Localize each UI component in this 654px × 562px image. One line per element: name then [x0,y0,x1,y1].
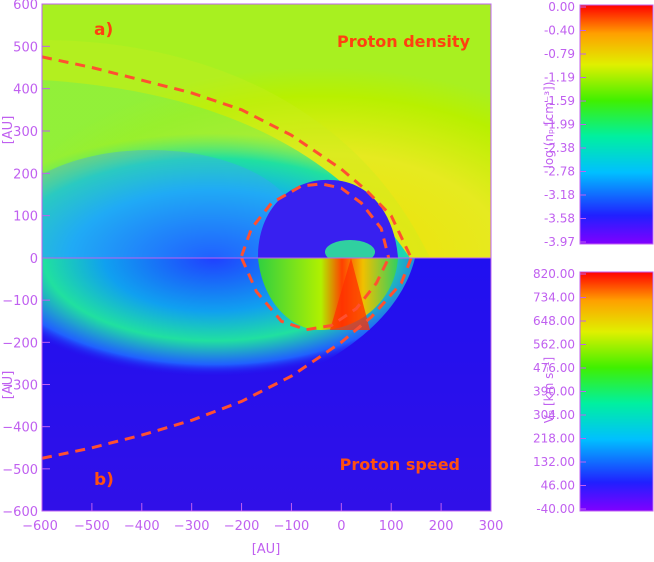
xtick-label: −500 [74,519,110,534]
xtick-label: 0 [337,519,345,534]
panel-a-axes: 600 500 400 300 200 100 0 [13,0,50,267]
ytick-label-b: −400 [2,421,38,436]
xtick-label: 300 [479,519,504,534]
panel-a-overlay [42,55,413,258]
cb-tick-label-a: -1.19 [544,71,575,85]
panel-a-label: a) [94,20,113,40]
cb-tick-label-b: 820.00 [533,267,575,281]
ytick-label-a: 600 [13,0,38,13]
ytick-label-b: −200 [2,336,38,351]
panel-b-ylabel: [AU] [1,371,16,400]
xtick-label: 200 [429,519,454,534]
cb-tick-label-a: -0.40 [544,24,575,38]
panel-b-image [42,258,491,511]
series-b-1 [240,258,391,332]
ytick-label-a: 100 [13,210,38,225]
xtick-label: −300 [174,519,210,534]
ytick-label-a: 0 [30,252,38,267]
ytick-label-b: −100 [2,294,38,309]
colorbar-a-ticks: 0.00 -0.40 -0.79 -1.19 -1.59 -1.99 -2.38 -2.78 -… [544,0,586,249]
cb-tick-label-a: -2.38 [544,141,575,155]
series-a-0 [42,55,413,258]
colorbar-b-ticks: 820.00 734.00 648.00 562.00 476.00 390.00 304.… [533,267,586,516]
cb-tick-label-b: 390.00 [533,385,575,399]
cb-tick-label-a: -3.58 [544,212,575,226]
cb-tick-label-a: -1.59 [544,94,575,108]
ytick-label-b: −300 [2,379,38,394]
panel-b-label: b) [94,470,114,490]
series-a-1 [240,182,391,258]
xtick-label: −600 [22,519,58,534]
ytick-label-a: 200 [13,167,38,182]
cb-tick-label-a: -0.79 [544,47,575,61]
xtick-label: −100 [274,519,310,534]
cb-tick-label-a: -3.97 [544,235,575,249]
cb-tick-label-b: -40.00 [536,502,575,516]
panel-a-ylabel: [AU] [1,116,16,145]
cb-tick-label-a: -1.99 [544,118,575,132]
colorbar-a-label: log (nₚ [cm⁻³]) [542,82,556,169]
cb-tick-label-b: 46.00 [541,479,575,493]
cb-tick-label-a: -2.78 [544,165,575,179]
panel-b-overlay [42,258,413,460]
ytick-label-a: 500 [13,40,38,55]
cb-tick-label-b: 218.00 [533,432,575,446]
cb-tick-label-b: 562.00 [533,338,575,352]
panel-a-title: Proton density [337,32,471,51]
ytick-label-b: −600 [2,505,38,520]
cb-tick-label-b: 132.00 [533,455,575,469]
panel-a-image [42,4,491,258]
ytick-label-a: 300 [13,125,38,140]
cb-tick-label-a: -3.18 [544,188,575,202]
ytick-label-a: 400 [13,83,38,98]
cb-tick-label-b: 734.00 [533,291,575,305]
x-axis-label: [AU] [252,542,281,557]
ytick-label-b: −500 [2,463,38,478]
xtick-label: −200 [224,519,260,534]
panel-b-title: Proton speed [340,455,460,474]
cb-tick-label-b: 476.00 [533,361,575,375]
xtick-label: −400 [124,519,160,534]
cb-tick-label-b: 304.00 [533,408,575,422]
cb-tick-label-a: 0.00 [548,0,575,14]
xtick-label: 100 [379,519,404,534]
cb-tick-label-b: 648.00 [533,314,575,328]
panel-b-axes: −100 −200 −300 −400 −500 −600−600 −500 −400 −300… [2,294,503,534]
series-b-0 [42,258,413,460]
colorbar-b [579,271,654,512]
colorbar-b-label: Vₚ [km s⁻¹] [542,357,556,423]
colorbar-a [579,4,654,245]
